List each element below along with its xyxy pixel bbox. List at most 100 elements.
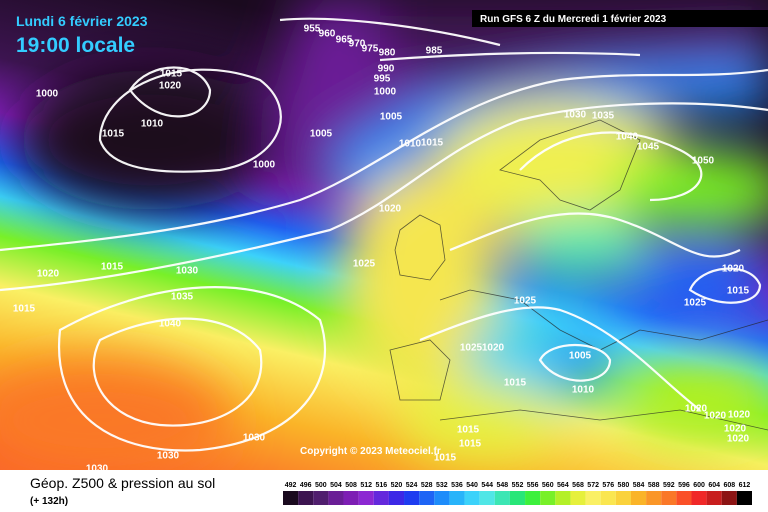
isobar-label: 960 [319,29,336,40]
isobar-label: 1005 [310,129,333,140]
scale-swatch [615,491,631,505]
isobar-label: 1040 [159,319,182,330]
isobar-label: 1025 [353,259,376,270]
scale-swatch [721,491,737,505]
isobar-label: 1010 [141,119,164,130]
scale-label: 544 [481,482,493,489]
scale-label: 564 [557,482,569,489]
isobar-label: 1020 [159,81,182,92]
scale-label: 540 [466,482,478,489]
scale-swatch [449,491,465,505]
isobar-label: 1045 [637,142,660,153]
isobar-label: 1015 [459,439,482,450]
legend-title: Géop. Z500 & pression au sol [30,475,215,491]
scale-swatch [540,491,556,505]
isobar-label: 1030 [157,451,180,462]
isobar-label: 1000 [374,87,397,98]
isobar-label: 1025 [684,298,707,309]
scale-label: 560 [542,482,554,489]
scale-label: 584 [633,482,645,489]
isobar-label: 1030 [564,110,587,121]
isobar-label: 1000 [253,160,276,171]
scale-swatch [630,491,647,505]
isobar-label: 1020 [37,269,60,280]
isobar-label: 955 [304,24,321,35]
scale-swatch [358,491,374,505]
scale-swatch [404,491,420,505]
scale-label: 528 [421,482,433,489]
isobar-label: 1005 [380,112,403,123]
isobar-label: 1020 [482,343,505,354]
scale-swatch [509,491,526,505]
isobar-label: 1005 [569,351,592,362]
isobar-label: 1020 [704,411,727,422]
isobar-label: 980 [379,48,396,59]
scale-label: 612 [739,482,751,489]
isobar-label: 1020 [727,434,750,445]
isobar-label: 1030 [176,266,199,277]
scale-label: 512 [360,482,372,489]
isobar-label: 1015 [102,129,125,140]
scale-label: 588 [648,482,660,489]
scale-swatch [525,491,541,505]
scale-swatch [494,491,510,505]
scale-swatch [464,491,480,505]
scale-swatch [555,491,571,505]
scale-label: 596 [678,482,690,489]
isobar-label: 965 [336,35,353,46]
color-scale: 492 496 500 504 508 512 516 520 524 528 532 536 540 5… [283,482,752,505]
scale-label: 592 [663,482,675,489]
isobar-label: 1015 [421,138,444,149]
isobar-label: 1020 [685,404,708,415]
scale-label: 500 [315,482,327,489]
run-info: Run GFS 6 Z du Mercredi 1 février 2023 [480,14,667,25]
isobar-label: 1015 [727,286,750,297]
scale-label: 516 [375,482,387,489]
scale-label: 580 [618,482,630,489]
isobar-label: 975 [362,44,379,55]
scale-swatch [585,491,601,505]
scale-label: 536 [451,482,463,489]
scale-swatch [419,491,435,505]
isobar-label: 1015 [457,425,480,436]
scale-label: 556 [527,482,539,489]
isobar-label: 1020 [722,264,745,275]
scale-label: 608 [723,482,735,489]
isobar-label: 1035 [171,292,194,303]
scale-label: 576 [602,482,614,489]
isobar-label: 1050 [692,156,715,167]
scale-swatch [434,491,450,505]
scale-label: 604 [708,482,720,489]
isobar-label: 1035 [592,111,615,122]
scale-label: 532 [436,482,448,489]
isobar-label: 1020 [724,424,747,435]
isobar-label: 1020 [379,204,402,215]
map-field [0,0,768,480]
isobar-label: 1020 [728,410,751,421]
scale-swatch [691,491,707,505]
scale-swatch [646,491,662,505]
scale-swatch [388,491,405,505]
isobar-label: 970 [349,39,366,50]
scale-label: 572 [587,482,599,489]
scale-label: 568 [572,482,584,489]
scale-label: 508 [345,482,357,489]
isobar-label: 995 [374,74,391,85]
isobar-label: 1015 [13,304,36,315]
isobar-label: 1010 [572,385,595,396]
copyright: Copyright © 2023 Meteociel.fr [300,446,441,457]
isobar-label: 1030 [243,433,266,444]
scale-label: 524 [406,482,418,489]
scale-swatch [373,491,389,505]
isobar-label: 1000 [36,89,59,100]
scale-swatch [736,491,752,505]
scale-swatch [600,491,616,505]
isobar-label: 1025 [514,296,537,307]
isobar-label: 1030 [86,464,109,475]
isobar-label: 1040 [616,132,639,143]
scale-label: 496 [300,482,312,489]
run-box [472,10,768,27]
isobar-label: 1015 [434,453,457,464]
